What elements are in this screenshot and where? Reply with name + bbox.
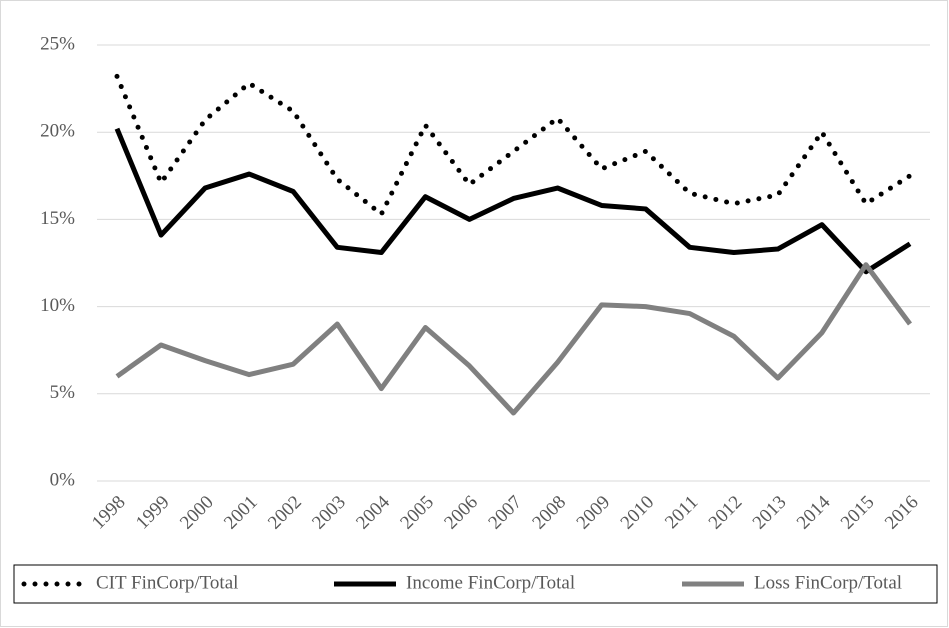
y-tick-label: 25% bbox=[40, 33, 75, 54]
y-tick-label: 0% bbox=[50, 469, 76, 490]
legend-label: CIT FinCorp/Total bbox=[96, 572, 238, 593]
legend-label: Loss FinCorp/Total bbox=[754, 572, 902, 593]
y-tick-label: 15% bbox=[40, 208, 75, 229]
data-line bbox=[114, 127, 912, 275]
legend-box bbox=[13, 564, 938, 604]
data-line bbox=[115, 262, 913, 416]
y-tick-label: 5% bbox=[50, 382, 76, 403]
y-tick-label: 20% bbox=[40, 121, 75, 142]
y-tick-label: 10% bbox=[40, 295, 75, 316]
legend-label: Income FinCorp/Total bbox=[406, 572, 575, 593]
